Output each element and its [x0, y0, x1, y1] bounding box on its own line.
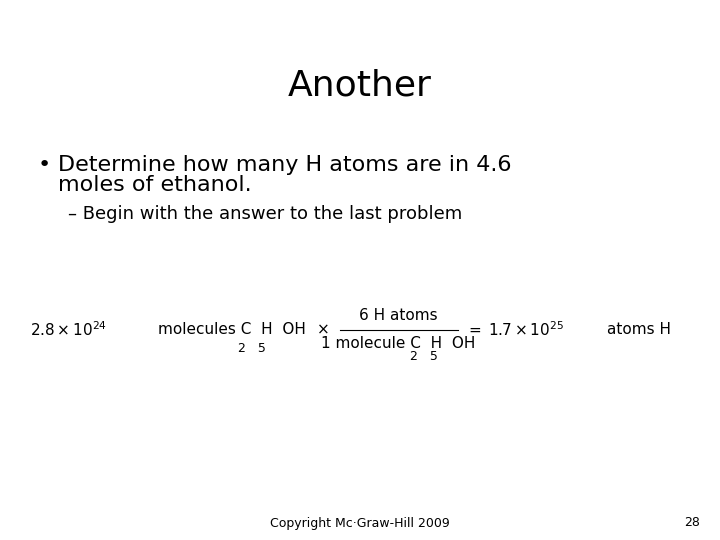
Text: ×: ×: [317, 322, 330, 338]
Text: •: •: [38, 155, 51, 175]
Text: molecules C  H  OH: molecules C H OH: [158, 322, 306, 338]
Text: Determine how many H atoms are in 4.6: Determine how many H atoms are in 4.6: [58, 155, 511, 175]
Text: 2   5: 2 5: [238, 342, 266, 355]
Text: – Begin with the answer to the last problem: – Begin with the answer to the last prob…: [68, 205, 462, 223]
Text: 6 H atoms: 6 H atoms: [359, 308, 437, 323]
Text: Another: Another: [288, 68, 432, 102]
Text: 2   5: 2 5: [410, 349, 438, 362]
Text: 28: 28: [684, 516, 700, 530]
Text: atoms H: atoms H: [607, 322, 671, 338]
Text: moles of ethanol.: moles of ethanol.: [58, 175, 251, 195]
Text: Copyright Mc·Graw-Hill 2009: Copyright Mc·Graw-Hill 2009: [270, 516, 450, 530]
Text: $1.7 \times 10^{25}$: $1.7 \times 10^{25}$: [488, 321, 564, 339]
Text: $2.8 \times 10^{24}$: $2.8 \times 10^{24}$: [30, 321, 107, 339]
Text: =: =: [468, 322, 481, 338]
Text: 1 molecule C  H  OH: 1 molecule C H OH: [321, 336, 475, 352]
